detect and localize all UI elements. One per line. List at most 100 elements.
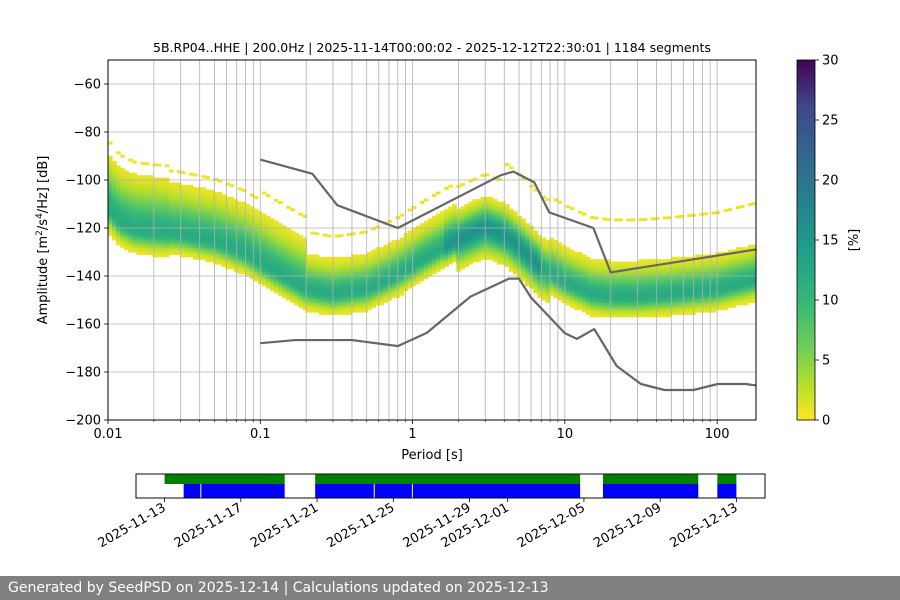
heatmap-cell [658, 266, 664, 270]
heatmap-cell [302, 278, 308, 282]
heatmap-cell [565, 288, 571, 291]
heatmap-cell [128, 242, 133, 246]
heatmap-cell [440, 232, 445, 236]
heatmap-cell [634, 283, 640, 287]
heatmap-cell [249, 206, 255, 210]
heatmap-cell [727, 259, 733, 263]
heatmap-cell [116, 151, 121, 155]
heatmap-cell [727, 278, 733, 282]
heatmap-cell [225, 218, 231, 222]
heatmap-cell [193, 244, 198, 248]
heatmap-cell [622, 295, 627, 299]
heatmap-cell [391, 254, 397, 258]
heatmap-cell [610, 276, 615, 279]
heatmap-cell [557, 278, 563, 282]
heatmap-cell [666, 216, 672, 220]
heatmap-cell [573, 283, 579, 287]
heatmap-cell [565, 268, 571, 272]
heatmap-cell [594, 309, 599, 313]
heatmap-cell [432, 230, 437, 234]
heatmap-cell [610, 297, 615, 301]
heatmap-cell [650, 292, 656, 296]
heatmap-cell [172, 249, 178, 253]
heatmap-cell [541, 240, 546, 243]
heatmap-cell [298, 212, 303, 216]
heatmap-cell [589, 297, 595, 301]
heatmap-cell [355, 283, 360, 287]
heatmap-cell [638, 271, 644, 275]
heatmap-cell [747, 259, 753, 263]
heatmap-cell [415, 278, 421, 282]
heatmap-cell [476, 201, 482, 205]
heatmap-cell [217, 244, 222, 248]
heatmap-cell [278, 256, 283, 260]
heatmap-cell [658, 307, 664, 311]
heatmap-cell [286, 247, 291, 251]
heatmap-cell [504, 249, 510, 253]
heatmap-cell [508, 235, 514, 239]
heatmap-cell [132, 204, 137, 207]
heatmap-cell [703, 276, 708, 279]
heatmap-cell [415, 225, 421, 229]
heatmap-cell [525, 271, 530, 275]
heatmap-cell [545, 278, 551, 282]
heatmap-cell [739, 261, 745, 265]
heatmap-cell [468, 261, 474, 265]
heatmap-cell [160, 192, 166, 195]
heatmap-cell [602, 273, 607, 277]
heatmap-cell [322, 233, 328, 237]
heatmap-cell [513, 220, 518, 224]
heatmap-cell [658, 304, 664, 308]
heatmap-cell [290, 288, 295, 291]
heatmap-cell [282, 268, 287, 272]
heatmap-cell [581, 307, 587, 311]
heatmap-cell [735, 300, 741, 303]
heatmap-cell [294, 249, 299, 253]
heatmap-cell [217, 192, 222, 195]
heatmap-cell [602, 300, 607, 303]
heatmap-cell [391, 242, 397, 246]
heatmap-cell [480, 254, 486, 258]
heatmap-cell [217, 240, 222, 243]
heatmap-cell [557, 266, 563, 270]
heatmap-cell [136, 237, 141, 241]
heatmap-cell [168, 206, 174, 210]
heatmap-cell [662, 288, 668, 291]
heatmap-cell [452, 252, 457, 255]
heatmap-cell [342, 271, 348, 275]
heatmap-cell [310, 231, 316, 235]
heatmap-cell [646, 309, 652, 313]
heatmap-cell [387, 266, 393, 270]
heatmap-cell [452, 218, 457, 222]
heatmap-cell [164, 223, 170, 227]
heatmap-cell [670, 280, 676, 284]
heatmap-cell [270, 230, 275, 234]
heatmap-cell [638, 261, 644, 265]
heatmap-cell [699, 280, 704, 284]
heatmap-cell [233, 256, 239, 260]
heatmap-cell [747, 264, 753, 267]
heatmap-cell [180, 196, 186, 200]
heatmap-cell [156, 240, 162, 243]
heatmap-cell [140, 194, 146, 198]
heatmap-cell [383, 297, 389, 301]
heatmap-cell [452, 206, 457, 210]
heatmap-cell [464, 220, 470, 224]
heatmap-cell [176, 189, 182, 193]
heatmap-cell [399, 244, 405, 248]
heatmap-cell [310, 283, 316, 287]
heatmap-cell [654, 278, 660, 282]
heatmap-cell [581, 264, 587, 267]
heatmap-cell [610, 309, 615, 313]
heatmap-cell [363, 292, 368, 296]
heatmap-cell [322, 259, 328, 263]
heatmap-cell [132, 218, 137, 222]
heatmap-cell [407, 244, 413, 248]
heatmap-cell [237, 242, 243, 246]
heatmap-cell [427, 271, 433, 275]
heatmap-cell [334, 261, 340, 265]
heatmap-cell [670, 266, 676, 270]
heatmap-cell [229, 240, 235, 243]
heatmap-cell [278, 237, 283, 241]
heatmap-cell [577, 278, 583, 282]
